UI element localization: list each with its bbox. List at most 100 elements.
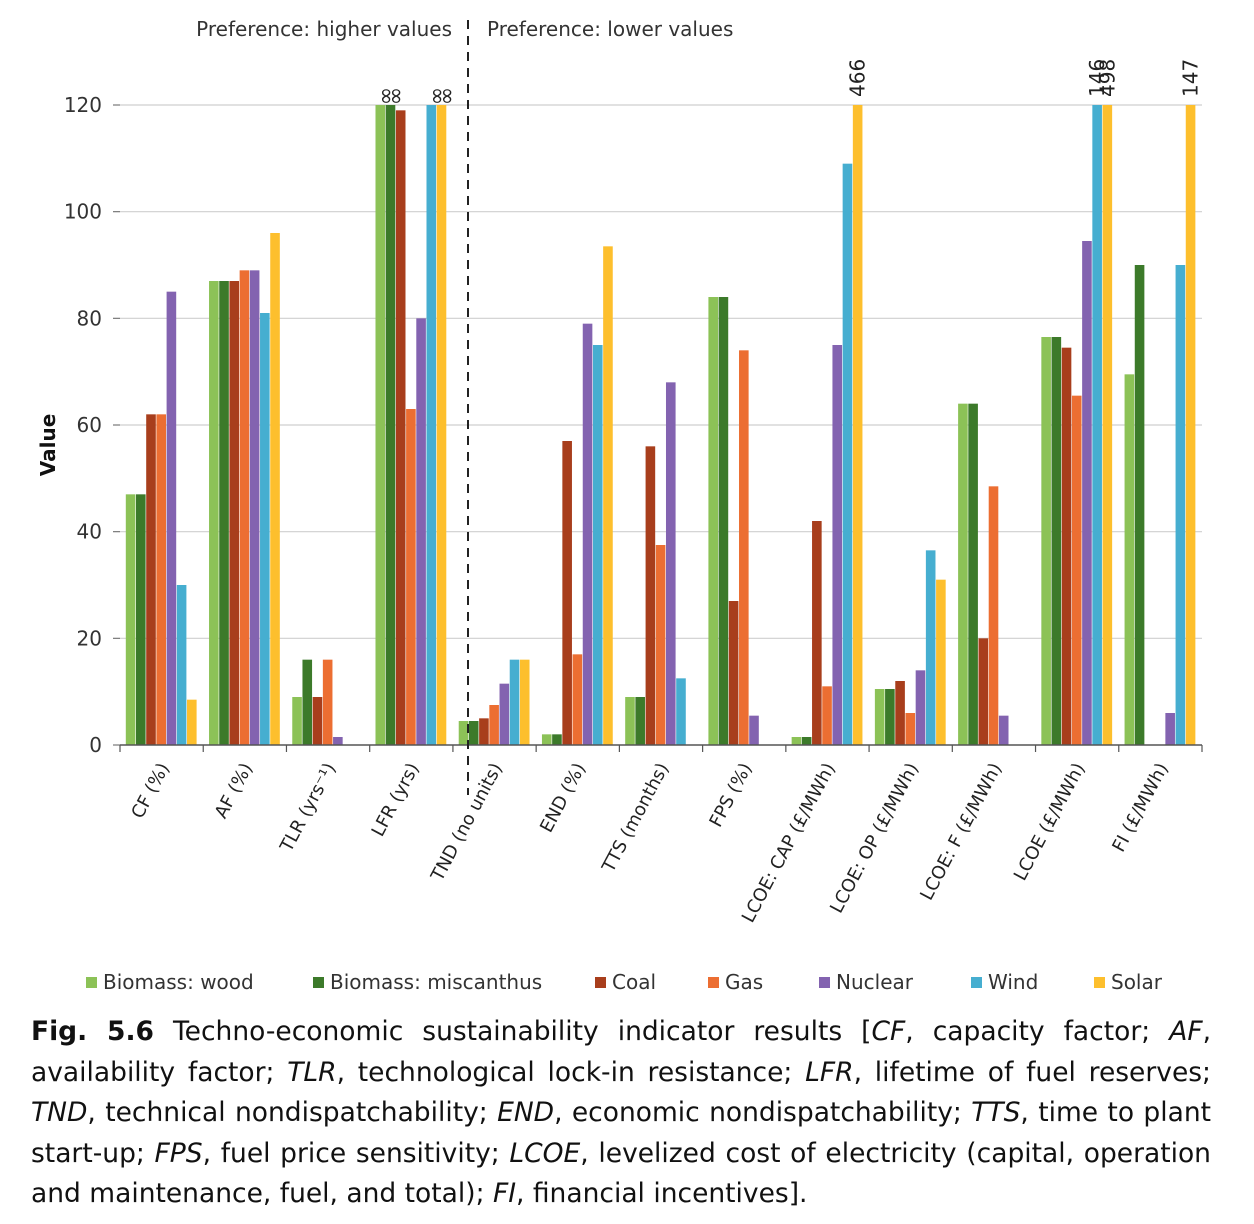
bar [333,737,343,745]
y-axis-ticks: 0 20 40 60 80 100 120 [64,93,120,757]
bar [406,409,416,745]
x-tick-label: FPS (%) [705,759,756,830]
x-tick-label: LCOE (£/MWh) [1010,759,1090,884]
gridlines [120,104,1202,639]
caption-abbrev: TLR [287,1056,337,1088]
y-tick-label: 120 [64,93,102,117]
caption-text: , technical nondispatchability; [87,1097,498,1128]
header-left: Preference: higher values [196,17,452,41]
bar [812,521,822,745]
bar [239,270,250,745]
bar [229,281,240,745]
x-tick-label: LFR (yrs) [368,759,424,840]
x-tick-label: FI (£/MWh) [1108,759,1172,855]
overflow-label: 498 [1095,59,1119,97]
bar [260,313,270,745]
bar [718,297,729,745]
legend: Biomass: wood Biomass: miscanthus Coal Gas N… [0,970,1254,1000]
bar [125,494,136,745]
y-tick-label: 100 [64,200,102,224]
caption-text: , lifetime of fuel reserves; [853,1056,1211,1088]
legend-label: Coal [612,970,657,994]
bar [489,705,499,745]
bar [852,105,863,745]
bar [458,721,469,745]
y-tick-label: 80 [77,306,102,330]
bar [1175,265,1186,745]
legend-label: Biomass: wood [103,970,254,994]
caption-text: , economic nondispatchability; [554,1097,972,1128]
figure-label: Fig. 5.6 [31,1016,154,1047]
legend-label: Solar [1111,970,1162,994]
bar [187,699,197,745]
x-tick-label: TTS (months) [598,759,674,876]
bar [176,585,187,745]
bar [385,105,396,745]
bar [801,737,812,745]
legend-swatch [86,976,97,988]
overflow-label: ∞ [424,87,449,105]
bar [1071,395,1082,745]
overflow-label: 147 [1179,59,1203,97]
caption-text: , time to plant start-up; [31,1097,1212,1169]
y-tick-label: 60 [77,413,102,437]
caption-abbrev: FI [492,1178,517,1209]
bar [562,441,572,745]
legend-swatch [819,976,830,988]
x-tick-label: LCOE: OP (£/MWh) [826,759,923,916]
legend-label: Nuclear [836,970,913,994]
bar [655,545,666,745]
bar [499,683,510,745]
bar [249,270,260,745]
bar [136,494,146,745]
bar [146,414,156,745]
bar [749,715,759,745]
y-tick-label: 20 [77,626,102,650]
bar [592,345,603,745]
bar [209,281,219,745]
bar [270,233,280,745]
bar [552,734,562,745]
bar [1082,241,1092,745]
chart: 0 20 40 60 80 100 120 CF (%) AF (%) TLR (yrs⁻¹) L… [36,17,1203,926]
legend-label: Gas [725,970,764,994]
bar [322,659,333,745]
caption-text: , fuel price sensitivity; [202,1137,510,1169]
caption-abbrev: CF [871,1016,906,1047]
legend-swatch [595,976,606,988]
caption-abbrev: FPS [154,1137,203,1169]
bar [436,105,447,745]
bar [1061,347,1072,745]
bar [479,718,489,745]
bar [166,291,177,745]
caption-text: , availability factor; [31,1016,1211,1088]
bar [509,659,520,745]
bar [842,163,853,745]
caption-text: Techno-economic sustainability indicator… [153,1016,872,1047]
bar [988,486,999,745]
y-tick-label: 40 [77,520,102,544]
bar [416,318,426,745]
legend-label: Wind [988,970,1039,994]
bar [635,697,645,745]
legend-item: Nuclear [819,970,913,994]
legend-swatch [1094,976,1105,988]
bar [915,670,926,745]
legend-item: Biomass: miscanthus [313,970,542,994]
x-tick-label: END (%) [536,759,590,836]
x-axis-labels: CF (%) AF (%) TLR (yrs⁻¹) LFR (yrs) TND (no … [127,759,1172,926]
bar [791,737,802,745]
bars [125,105,1196,746]
bar [1124,374,1135,745]
bar [1185,105,1196,745]
legend-swatch [313,976,324,988]
legend-label: Biomass: miscanthus [330,970,543,994]
legend-item: Coal [595,970,656,994]
bar [625,697,635,745]
bar [1041,337,1051,745]
bar [572,654,583,745]
bar [426,105,437,745]
x-tick-label: AF (%) [211,759,257,821]
caption-abbrev: LCOE [509,1137,581,1169]
